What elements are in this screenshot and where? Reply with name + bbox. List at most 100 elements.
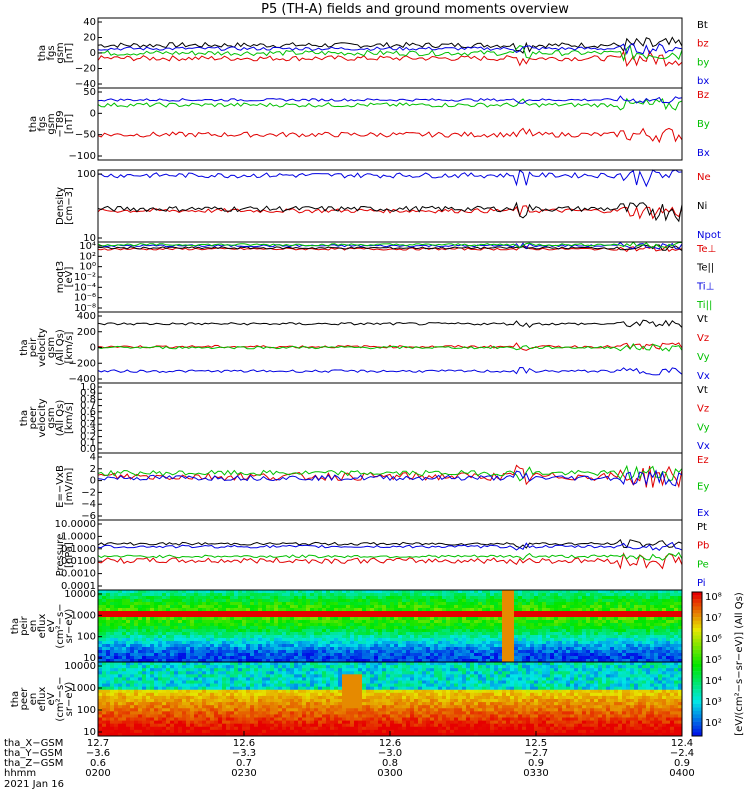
spectrogram-cell bbox=[122, 711, 127, 715]
spectrogram-cell bbox=[202, 611, 207, 615]
spectrogram-cell bbox=[566, 614, 571, 618]
spectrogram-cell bbox=[350, 632, 355, 636]
spectrogram-cell bbox=[642, 653, 647, 657]
spectrogram-cell bbox=[578, 617, 583, 621]
spectrogram-cell bbox=[310, 656, 315, 660]
spectrogram-cell bbox=[526, 626, 531, 630]
spectrogram-cell bbox=[386, 629, 391, 633]
spectrogram-cell bbox=[238, 635, 243, 639]
spectrogram-cell bbox=[270, 608, 275, 612]
spectrogram-cell bbox=[106, 714, 111, 718]
spectrogram-cell bbox=[574, 638, 579, 642]
spectrogram-cell bbox=[438, 635, 443, 639]
spectrogram-cell bbox=[446, 590, 451, 594]
spectrogram-cell bbox=[510, 608, 515, 612]
spectrogram-cell bbox=[298, 647, 303, 651]
spectrogram-cell bbox=[590, 620, 595, 624]
spectrogram-cell bbox=[118, 671, 123, 675]
spectrogram-cell bbox=[538, 629, 543, 633]
spectrogram-cell bbox=[646, 626, 651, 630]
spectrogram-cell bbox=[502, 596, 507, 600]
spectrogram-cell bbox=[218, 711, 223, 715]
spectrogram-cell bbox=[326, 641, 331, 645]
spectrogram-cell bbox=[590, 647, 595, 651]
spectrogram-cell bbox=[674, 656, 679, 660]
spectrogram-cell bbox=[266, 702, 271, 706]
spectrogram-cell bbox=[550, 611, 555, 615]
spectrogram-cell bbox=[218, 644, 223, 648]
spectrogram-cell bbox=[114, 656, 119, 660]
spectrogram-cell bbox=[590, 629, 595, 633]
legend-entry: Pi bbox=[697, 578, 706, 589]
spectrogram-cell bbox=[574, 623, 579, 627]
spectrogram-cell bbox=[390, 629, 395, 633]
spectrogram-cell bbox=[462, 608, 467, 612]
spectrogram-cell bbox=[182, 702, 187, 706]
spectrogram-cell bbox=[210, 629, 215, 633]
spectrogram-cell bbox=[578, 650, 583, 654]
spectrogram-cell bbox=[626, 638, 631, 642]
spectrogram-cell bbox=[570, 659, 575, 663]
spectrogram-cell bbox=[678, 626, 683, 630]
spectrogram-cell bbox=[174, 732, 179, 737]
spectrogram-cell bbox=[158, 677, 163, 681]
spectrogram-cell bbox=[210, 659, 215, 663]
spectrogram-cell bbox=[306, 677, 311, 681]
spectrogram-cell bbox=[630, 590, 635, 594]
spectrogram-cell bbox=[182, 596, 187, 600]
spectrogram-cell bbox=[534, 599, 539, 603]
spectrogram-cell bbox=[630, 599, 635, 603]
spectrogram-cell bbox=[534, 626, 539, 630]
spectrogram-cell bbox=[302, 620, 307, 624]
spectrogram-cell bbox=[514, 611, 519, 615]
spectrogram-cell bbox=[198, 644, 203, 648]
spectrogram-cell bbox=[302, 599, 307, 603]
spectrogram-cell bbox=[298, 671, 303, 675]
spectrogram-cell bbox=[582, 626, 587, 630]
spectrogram-cell bbox=[126, 723, 131, 728]
spectrogram-cell bbox=[474, 614, 479, 618]
spectrogram-cell bbox=[126, 626, 131, 630]
spectrogram-cell bbox=[622, 614, 627, 618]
spectrogram-cell bbox=[274, 686, 279, 691]
spectrogram-cell bbox=[294, 650, 299, 654]
spectrogram-cell bbox=[586, 614, 591, 618]
spectrogram-cell bbox=[162, 714, 167, 718]
spectrogram-cell bbox=[382, 623, 387, 627]
spectrogram-cell bbox=[462, 644, 467, 648]
spectrogram-cell bbox=[266, 711, 271, 715]
spectrogram-cell bbox=[506, 650, 511, 654]
spectrogram-cell bbox=[238, 629, 243, 633]
spectrogram-cell bbox=[630, 608, 635, 612]
spectrogram-cell bbox=[414, 650, 419, 654]
spectrogram-cell bbox=[170, 659, 175, 663]
spectrogram-cell bbox=[230, 708, 235, 712]
spectrogram-cell bbox=[98, 665, 103, 669]
spectrogram-cell bbox=[486, 602, 491, 606]
spectrogram-cell bbox=[582, 614, 587, 618]
spectrogram-cell bbox=[382, 650, 387, 654]
spectrogram-cell bbox=[178, 699, 183, 703]
spectrogram-cell bbox=[178, 732, 183, 737]
spectrogram-cell bbox=[538, 590, 543, 594]
spectrogram-cell bbox=[434, 644, 439, 648]
spectrogram-cell bbox=[458, 641, 463, 645]
spectrogram-cell bbox=[218, 590, 223, 594]
spectrogram-cell bbox=[262, 708, 267, 712]
spectrogram-cell bbox=[358, 632, 363, 636]
spectrogram-cell bbox=[662, 635, 667, 639]
spectrogram-cell bbox=[126, 632, 131, 636]
spectrogram-cell bbox=[198, 593, 203, 597]
spectrogram-cell bbox=[298, 644, 303, 648]
spectrogram-cell bbox=[662, 596, 667, 600]
spectrogram-cell bbox=[642, 629, 647, 633]
spectrogram-cell bbox=[122, 653, 127, 657]
spectrogram-cell bbox=[106, 617, 111, 621]
y-tick-label: 1000 bbox=[71, 610, 96, 621]
spectrogram-cell bbox=[206, 617, 211, 621]
spectrogram-cell bbox=[318, 653, 323, 657]
spectrogram-cell bbox=[562, 647, 567, 651]
spectrogram-cell bbox=[582, 629, 587, 633]
spectrogram-cell bbox=[242, 702, 247, 706]
spectrogram-cell bbox=[618, 641, 623, 645]
